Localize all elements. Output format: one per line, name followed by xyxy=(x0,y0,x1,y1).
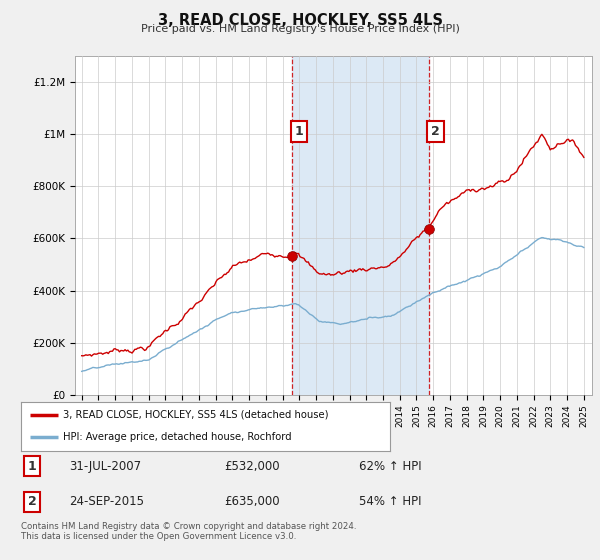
Bar xyxy=(584,56,600,395)
Text: 2: 2 xyxy=(431,125,440,138)
Text: 54% ↑ HPI: 54% ↑ HPI xyxy=(359,496,422,508)
Bar xyxy=(292,56,428,395)
Text: 2: 2 xyxy=(28,496,37,508)
Text: Price paid vs. HM Land Registry's House Price Index (HPI): Price paid vs. HM Land Registry's House … xyxy=(140,24,460,34)
Text: 3, READ CLOSE, HOCKLEY, SS5 4LS: 3, READ CLOSE, HOCKLEY, SS5 4LS xyxy=(157,13,443,28)
Text: 24-SEP-2015: 24-SEP-2015 xyxy=(69,496,144,508)
Text: 1: 1 xyxy=(295,125,304,138)
Text: Contains HM Land Registry data © Crown copyright and database right 2024.
This d: Contains HM Land Registry data © Crown c… xyxy=(21,522,356,542)
Text: £635,000: £635,000 xyxy=(224,496,280,508)
Text: 62% ↑ HPI: 62% ↑ HPI xyxy=(359,460,422,473)
Text: 31-JUL-2007: 31-JUL-2007 xyxy=(69,460,141,473)
Text: 3, READ CLOSE, HOCKLEY, SS5 4LS (detached house): 3, READ CLOSE, HOCKLEY, SS5 4LS (detache… xyxy=(64,410,329,420)
Text: £532,000: £532,000 xyxy=(224,460,280,473)
Text: 1: 1 xyxy=(28,460,37,473)
Text: HPI: Average price, detached house, Rochford: HPI: Average price, detached house, Roch… xyxy=(64,432,292,442)
